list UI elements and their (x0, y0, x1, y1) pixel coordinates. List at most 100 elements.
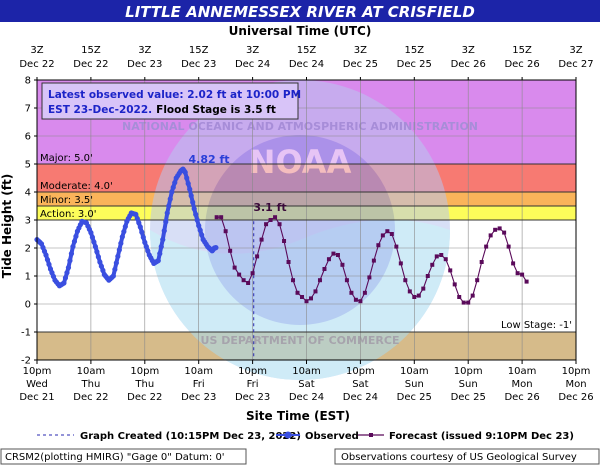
top-tick-time: 15Z (297, 45, 317, 56)
observed-point (164, 210, 170, 216)
observed-point (112, 266, 118, 273)
observed-point (122, 223, 128, 230)
observed-point (62, 275, 69, 281)
x-tick-time: 10pm (454, 366, 483, 377)
latest-value-line2: EST 23-Dec-2022. Flood Stage is 3.5 ft (48, 104, 276, 116)
x-tick-day: Mon (512, 379, 533, 390)
x-tick-time: 10pm (23, 366, 52, 377)
forecast-point (273, 215, 278, 220)
observed-point (137, 224, 143, 230)
y-tick-label: 6 (25, 132, 31, 143)
forecast-point (443, 257, 448, 262)
forecast-point (313, 289, 318, 294)
y-tick-label: 4 (25, 188, 31, 199)
watermark-agency: NOAA (249, 143, 352, 181)
observed-point (184, 175, 190, 181)
x-tick-day: Sun (405, 379, 424, 390)
x-tick-time: 10am (508, 366, 537, 377)
y-axis-label: Tide Height (ft) (0, 174, 14, 278)
forecast-point (385, 229, 390, 234)
observed-point (115, 253, 121, 259)
top-tick-date: Dec 25 (397, 59, 432, 70)
top-tick-time: 3Z (354, 45, 367, 56)
observed-point (97, 259, 103, 265)
forecast-point (331, 251, 336, 256)
y-tick-label: 2 (25, 244, 31, 255)
observed-point (196, 223, 202, 229)
forecast-point (237, 272, 242, 277)
forecast-point (479, 260, 484, 264)
observed-point (155, 258, 161, 264)
x-tick-time: 10am (292, 366, 321, 377)
latest-value-date: EST 23-Dec-2022. (48, 104, 152, 116)
forecast-point (214, 215, 219, 220)
forecast-point (264, 222, 269, 227)
observed-point (68, 251, 75, 257)
x-tick-date: Dec 26 (558, 392, 593, 403)
peak-label: 4.82 ft (188, 153, 229, 166)
top-tick-date: Dec 22 (73, 59, 108, 70)
y-tick-label: 1 (25, 272, 31, 283)
observed-point (98, 263, 104, 269)
observed-point (94, 249, 100, 255)
x-tick-day: Sat (352, 379, 368, 390)
legend-observed: Observed (305, 431, 359, 442)
legend-observed-marker (284, 431, 292, 439)
forecast-point (412, 295, 417, 299)
observed-point (161, 228, 167, 234)
forecast-point (380, 233, 385, 238)
forecast-point (511, 261, 516, 266)
observed-point (46, 261, 52, 267)
x-tick-time: 10am (77, 366, 106, 377)
latest-value-line1: Latest observed value: 2.02 ft at 10:00 … (48, 89, 301, 101)
x-tick-date: Dec 25 (397, 392, 432, 403)
x-tick-time: 10am (184, 366, 213, 377)
observed-point (64, 270, 70, 276)
forecast-point (326, 257, 331, 262)
x-tick-date: Dec 22 (73, 392, 108, 403)
legend-forecast: Forecast (issued 9:10PM Dec 23) (389, 431, 574, 442)
observed-point (110, 273, 116, 279)
y-tick-label: 7 (25, 104, 31, 115)
forecast-point (457, 295, 462, 299)
observed-point (188, 193, 194, 199)
observed-point (166, 203, 172, 209)
top-tick-time: 3Z (462, 45, 475, 56)
observed-point (140, 234, 146, 240)
forecast-point (349, 290, 354, 295)
x-tick-time: 10pm (238, 366, 267, 377)
x-tick-day: Sun (459, 379, 478, 390)
observed-point (157, 251, 163, 257)
stage-label-low: Low Stage: -1' (501, 320, 572, 331)
observed-point (163, 219, 169, 225)
forecast-point (389, 232, 394, 236)
forecast-point (434, 254, 439, 259)
forecast-point (367, 275, 372, 280)
observed-point (116, 247, 122, 253)
observed-point (91, 239, 97, 245)
footer-datum: CRSM2(plotting HMIRG) "Gage 0" Datum: 0' (5, 452, 225, 463)
forecast-point (308, 296, 313, 301)
forecast-point (493, 227, 498, 232)
observed-point (95, 254, 101, 260)
observed-point (142, 239, 148, 245)
forecast-point (484, 244, 489, 249)
forecast-point (448, 268, 453, 273)
x-tick-time: 10pm (346, 366, 375, 377)
forecast-point (416, 293, 421, 298)
forecast-point (398, 261, 403, 266)
top-tick-date: Dec 26 (504, 59, 539, 70)
x-tick-day: Sat (298, 379, 314, 390)
observed-point (139, 229, 145, 235)
forecast-point (246, 281, 251, 285)
forecast-point (497, 226, 502, 231)
forecast-point (466, 300, 471, 305)
top-tick-time: 15Z (81, 45, 101, 56)
y-tick-label: 3 (25, 216, 31, 227)
stage-label-action: Action: 3.0' (40, 209, 97, 220)
top-tick-time: 3Z (30, 45, 43, 56)
forecast-point (282, 239, 287, 243)
forecast-point (439, 253, 444, 257)
